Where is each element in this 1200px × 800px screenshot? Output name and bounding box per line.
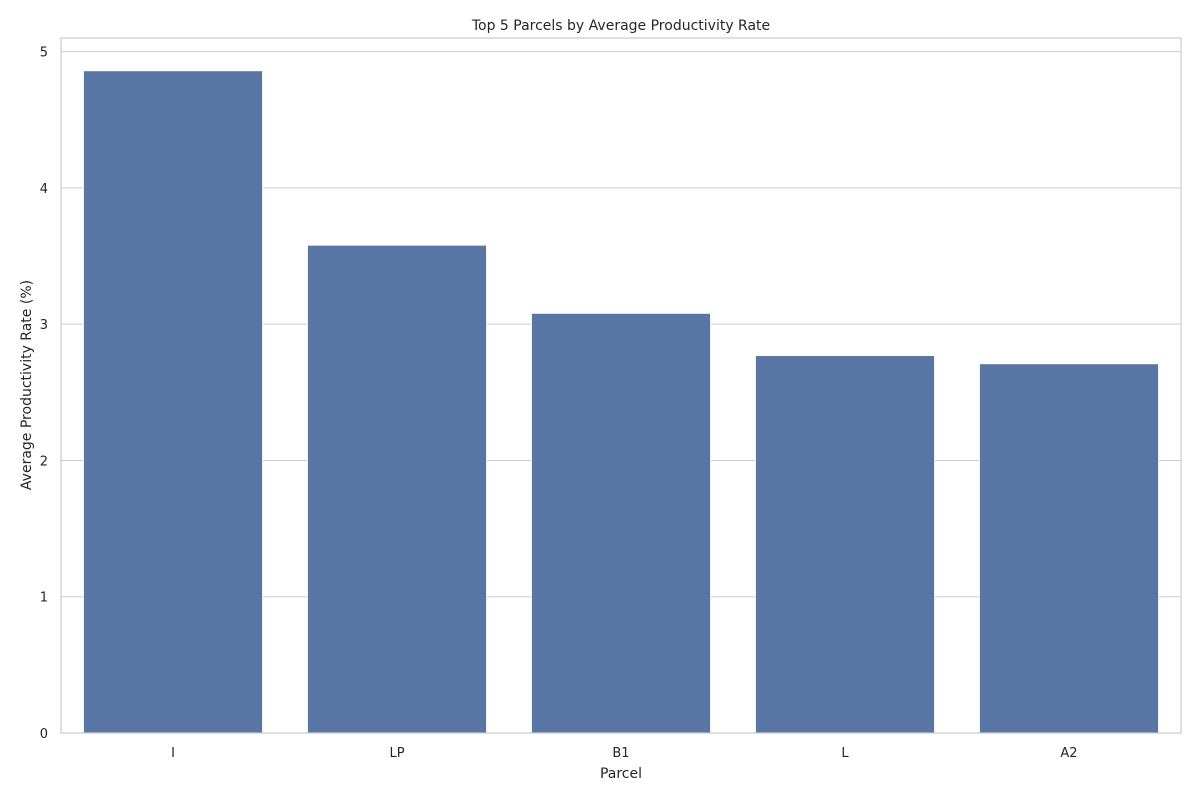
y-tick-label: 2 (40, 454, 48, 469)
y-tick-label: 3 (40, 318, 48, 333)
y-axis-label: Average Productivity Rate (%) (19, 280, 35, 490)
y-tick-label: 1 (40, 591, 48, 606)
bar-a2 (978, 363, 1160, 734)
x-tick-label-a2: A2 (1060, 746, 1077, 761)
x-tick-label-l: L (841, 746, 849, 761)
x-axis-label: Parcel (600, 766, 642, 782)
bar-l (754, 355, 936, 734)
bar-lp (306, 244, 488, 734)
plot-frame (60, 37, 1182, 734)
y-tick-label: 4 (40, 182, 48, 197)
x-tick-labels: I LP B1 L A2 (171, 746, 1078, 761)
bar-b1 (530, 312, 712, 734)
bar-i (82, 70, 264, 734)
y-tick-labels: 0 1 2 3 4 5 (40, 46, 48, 742)
chart-title: Top 5 Parcels by Average Productivity Ra… (471, 18, 770, 34)
x-tick-label-lp: LP (389, 746, 404, 761)
y-tick-label: 5 (40, 46, 48, 61)
bars (82, 70, 1160, 734)
x-tick-label-i: I (171, 746, 175, 761)
y-tick-label: 0 (40, 727, 48, 742)
x-tick-label-b1: B1 (612, 746, 629, 761)
